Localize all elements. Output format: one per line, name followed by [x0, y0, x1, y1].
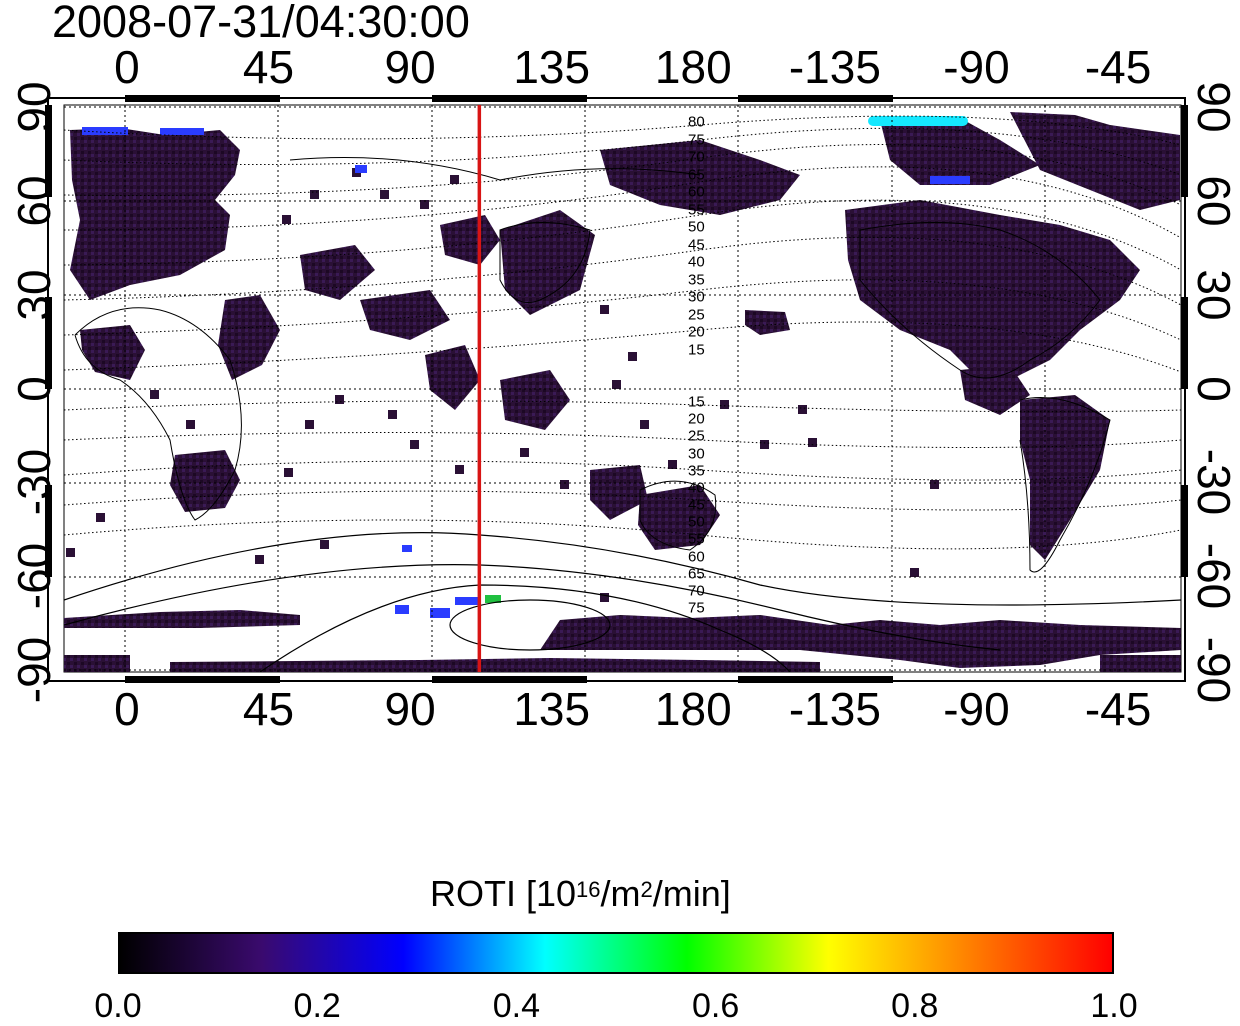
- top-longitude-tick: 90: [384, 41, 436, 93]
- top-longitude-tick: -135: [788, 41, 881, 93]
- left-latitude-tick: -30: [8, 449, 60, 516]
- contour-label-south: 45: [688, 496, 705, 514]
- contour-label-north: 80: [688, 113, 705, 131]
- contour-label-south: 15: [688, 393, 705, 411]
- contour-label-south: 55: [688, 530, 705, 548]
- colorbar-tick: 0.4: [492, 987, 541, 1025]
- bottom-longitude-tick: 180: [654, 683, 732, 735]
- bottom-longitude-tick: -45: [1084, 683, 1152, 735]
- bottom-longitude-tick: -135: [788, 683, 881, 735]
- bottom-longitude-tick: 135: [513, 683, 591, 735]
- map-timestamp: 2008-07-31/04:30:00: [52, 0, 470, 47]
- colorbar-tick: 1.0: [1090, 987, 1138, 1025]
- contour-label-south: 50: [688, 513, 705, 531]
- roti-map: [45, 95, 1188, 683]
- coastlines: [74, 157, 1111, 573]
- right-latitude-tick: -60: [1188, 542, 1240, 610]
- contour-label-south: 35: [688, 462, 705, 480]
- colorbar-title: ROTI [1016/m2/min]: [430, 873, 731, 914]
- contour-label-south: 75: [688, 599, 705, 617]
- top-longitude-tick: 135: [513, 41, 591, 93]
- contour-label-south: 20: [688, 410, 705, 428]
- top-longitude-tick: -90: [943, 41, 1010, 93]
- contour-label-north: 15: [688, 341, 705, 359]
- right-latitude-tick: 30: [1188, 269, 1240, 321]
- bottom-longitude-tick: 0: [114, 683, 140, 735]
- contour-label-north: 20: [688, 323, 705, 341]
- left-latitude-tick: 0: [8, 375, 60, 402]
- colorbar-tick: 0.0: [94, 987, 142, 1025]
- contour-label-north: 55: [688, 201, 705, 219]
- contour-label-south: 65: [688, 565, 705, 583]
- left-latitude-tick: 30: [8, 269, 60, 321]
- contour-label-south: 30: [688, 445, 705, 462]
- contour-label-north: 30: [688, 288, 705, 306]
- roti-high-pixels: [82, 116, 970, 618]
- contour-label-north: 25: [688, 306, 705, 324]
- contour-label-south: 70: [688, 582, 705, 600]
- mag-latitude-contours-solid: [64, 532, 1181, 672]
- colorbar-tick: 0.8: [891, 987, 939, 1025]
- contour-label-north: 60: [688, 183, 705, 201]
- contour-label-north: 65: [688, 166, 705, 184]
- contour-label-north: 40: [688, 253, 705, 271]
- left-latitude-tick: 90: [8, 81, 60, 133]
- contour-label-south: 25: [688, 427, 705, 445]
- right-latitude-tick: 90: [1188, 81, 1240, 133]
- colorbar-tick: 0.6: [691, 987, 740, 1025]
- mag-latitude-contours: [64, 115, 1181, 550]
- top-longitude-tick: 45: [242, 41, 295, 93]
- bottom-longitude-tick: 45: [242, 683, 295, 735]
- contour-label-south: 60: [688, 548, 705, 565]
- contour-label-north: 75: [688, 131, 705, 149]
- right-latitude-tick: 60: [1188, 175, 1240, 227]
- contour-label-north: 45: [688, 236, 705, 254]
- right-latitude-tick: -90: [1188, 636, 1240, 704]
- colorbar-tick: 0.2: [293, 987, 341, 1025]
- graticule: [64, 105, 1181, 672]
- right-latitude-tick: 0: [1188, 375, 1240, 402]
- top-longitude-tick: 0: [114, 41, 140, 93]
- left-latitude-tick: -60: [8, 542, 60, 610]
- colorbar-gradient: [118, 932, 1114, 974]
- top-longitude-tick: -45: [1084, 41, 1152, 93]
- bottom-longitude-tick: -90: [943, 683, 1010, 735]
- frame-ticks: [45, 95, 1188, 683]
- contour-label-south: 40: [688, 479, 705, 497]
- contour-label-north: 35: [688, 271, 705, 289]
- left-latitude-tick: 60: [8, 175, 60, 227]
- left-latitude-tick: -90: [8, 636, 60, 704]
- contour-label-north: 50: [688, 218, 705, 236]
- contour-label-north: 70: [688, 148, 705, 166]
- bottom-longitude-tick: 90: [384, 683, 436, 735]
- right-latitude-tick: -30: [1188, 449, 1240, 516]
- top-longitude-tick: 180: [654, 41, 732, 93]
